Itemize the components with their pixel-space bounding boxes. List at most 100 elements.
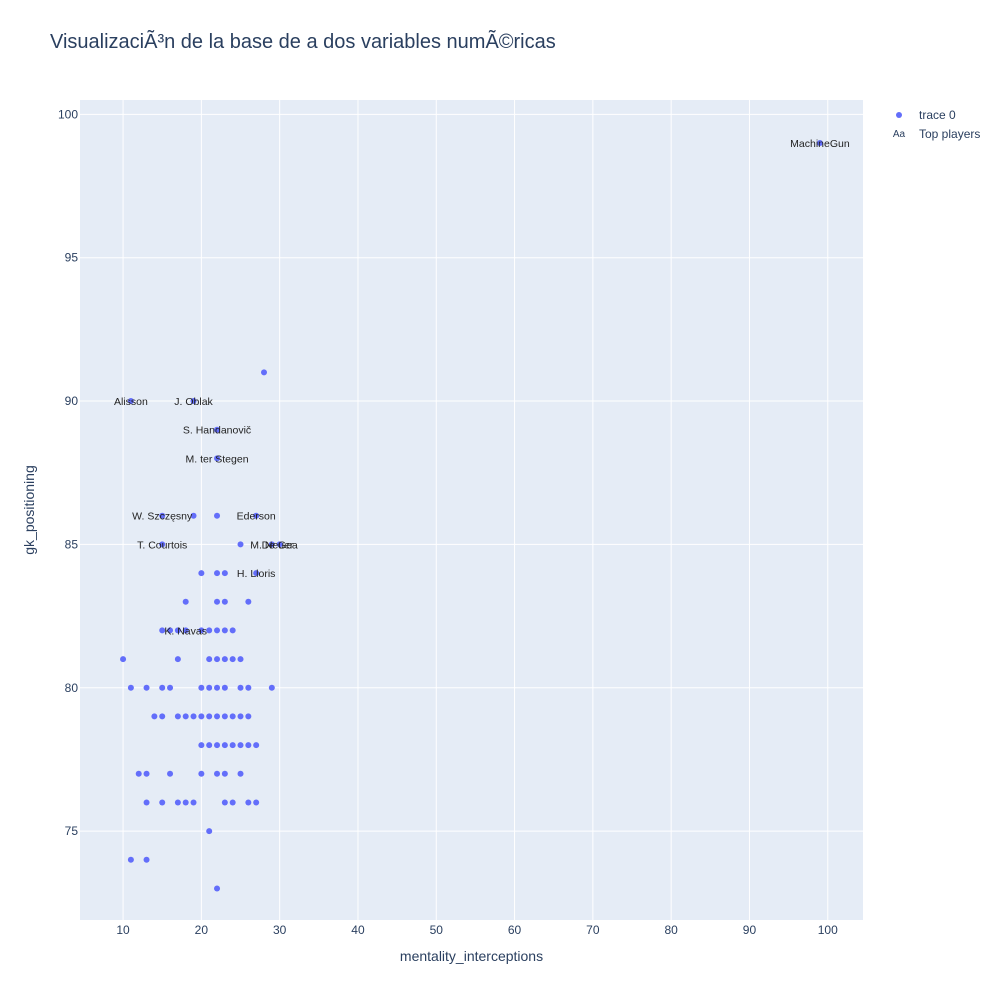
data-point[interactable] xyxy=(159,713,166,720)
data-point[interactable] xyxy=(245,742,252,749)
data-point[interactable] xyxy=(174,799,181,806)
data-point[interactable] xyxy=(206,828,213,835)
data-point[interactable] xyxy=(198,742,205,749)
data-point[interactable] xyxy=(159,512,166,519)
data-point[interactable] xyxy=(190,512,197,519)
data-point[interactable] xyxy=(237,713,244,720)
data-point[interactable] xyxy=(120,656,127,663)
data-point[interactable] xyxy=(174,656,181,663)
data-point[interactable] xyxy=(167,770,174,777)
data-point[interactable] xyxy=(221,770,228,777)
data-point[interactable] xyxy=(206,742,213,749)
data-point[interactable] xyxy=(214,512,221,519)
data-point[interactable] xyxy=(182,713,189,720)
data-point[interactable] xyxy=(190,799,197,806)
data-point[interactable] xyxy=(253,570,260,577)
data-point[interactable] xyxy=(214,885,221,892)
data-point[interactable] xyxy=(214,656,221,663)
data-point[interactable] xyxy=(190,398,197,405)
chart-title: VisualizaciÃ³n de la base de a dos varia… xyxy=(50,31,556,53)
data-point[interactable] xyxy=(229,799,236,806)
legend-label: trace 0 xyxy=(919,108,956,122)
data-point[interactable] xyxy=(198,684,205,691)
data-point[interactable] xyxy=(182,627,189,634)
legend[interactable]: trace 0 Aa Top players xyxy=(893,108,980,141)
data-point[interactable] xyxy=(206,713,213,720)
data-point[interactable] xyxy=(167,684,174,691)
data-point[interactable] xyxy=(206,684,213,691)
data-point[interactable] xyxy=(268,684,275,691)
data-point[interactable] xyxy=(127,398,134,405)
data-point[interactable] xyxy=(198,713,205,720)
data-point[interactable] xyxy=(143,799,150,806)
data-point[interactable] xyxy=(229,742,236,749)
data-point[interactable] xyxy=(214,455,221,462)
data-point[interactable] xyxy=(214,684,221,691)
data-point[interactable] xyxy=(816,140,823,147)
data-point[interactable] xyxy=(135,770,142,777)
data-point[interactable] xyxy=(221,684,228,691)
data-point[interactable] xyxy=(237,742,244,749)
data-point[interactable] xyxy=(214,598,221,605)
data-point[interactable] xyxy=(221,713,228,720)
data-point[interactable] xyxy=(182,598,189,605)
data-point[interactable] xyxy=(167,627,174,634)
data-point[interactable] xyxy=(276,541,283,548)
data-point[interactable] xyxy=(237,656,244,663)
data-point[interactable] xyxy=(159,684,166,691)
data-point[interactable] xyxy=(198,770,205,777)
data-point[interactable] xyxy=(190,713,197,720)
data-point[interactable] xyxy=(245,684,252,691)
data-point[interactable] xyxy=(206,656,213,663)
data-point[interactable] xyxy=(237,541,244,548)
data-point[interactable] xyxy=(151,713,158,720)
data-point[interactable] xyxy=(143,684,150,691)
data-point[interactable] xyxy=(206,627,213,634)
data-point[interactable] xyxy=(253,799,260,806)
data-point[interactable] xyxy=(198,570,205,577)
data-point[interactable] xyxy=(245,598,252,605)
data-point[interactable] xyxy=(261,369,268,376)
data-point[interactable] xyxy=(214,742,221,749)
data-point[interactable] xyxy=(245,713,252,720)
data-point[interactable] xyxy=(268,541,275,548)
data-point[interactable] xyxy=(221,656,228,663)
data-point[interactable] xyxy=(214,770,221,777)
y-tick-label: 95 xyxy=(65,251,79,265)
data-point[interactable] xyxy=(221,570,228,577)
data-point[interactable] xyxy=(174,713,181,720)
data-point[interactable] xyxy=(229,656,236,663)
data-point[interactable] xyxy=(143,770,150,777)
data-point[interactable] xyxy=(214,570,221,577)
data-point[interactable] xyxy=(159,541,166,548)
data-point[interactable] xyxy=(159,799,166,806)
data-point[interactable] xyxy=(245,799,252,806)
data-point[interactable] xyxy=(214,426,221,433)
data-point[interactable] xyxy=(221,598,228,605)
data-point[interactable] xyxy=(198,627,205,634)
data-point[interactable] xyxy=(127,856,134,863)
data-point[interactable] xyxy=(159,627,166,634)
data-point[interactable] xyxy=(229,627,236,634)
data-point[interactable] xyxy=(253,742,260,749)
x-tick-label: 70 xyxy=(586,923,600,937)
data-point[interactable] xyxy=(214,713,221,720)
x-axis-title: mentality_interceptions xyxy=(400,948,543,964)
data-point[interactable] xyxy=(237,770,244,777)
data-point[interactable] xyxy=(214,627,221,634)
point-label: W. Szczęsny xyxy=(132,511,193,523)
data-point[interactable] xyxy=(229,713,236,720)
data-point[interactable] xyxy=(237,684,244,691)
data-point[interactable] xyxy=(221,799,228,806)
data-point[interactable] xyxy=(174,627,181,634)
point-label: T. Courtois xyxy=(137,539,187,551)
data-point[interactable] xyxy=(143,856,150,863)
legend-item[interactable]: trace 0 xyxy=(896,108,956,122)
data-point[interactable] xyxy=(221,742,228,749)
data-point[interactable] xyxy=(127,684,134,691)
legend-item[interactable]: Aa Top players xyxy=(893,127,980,141)
data-point[interactable] xyxy=(221,627,228,634)
data-point[interactable] xyxy=(253,512,260,519)
point-label: M. ter Stegen xyxy=(186,453,249,465)
data-point[interactable] xyxy=(182,799,189,806)
